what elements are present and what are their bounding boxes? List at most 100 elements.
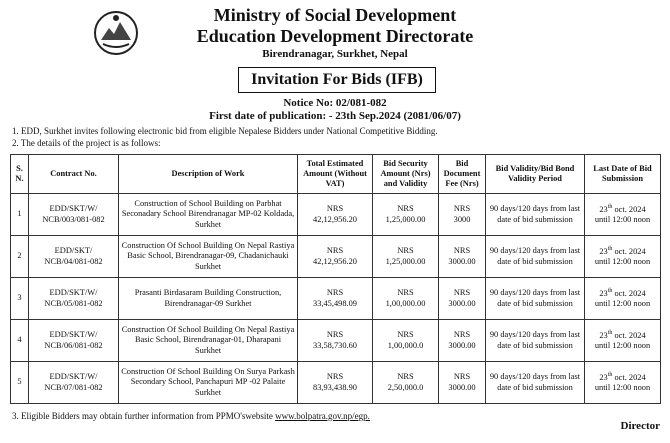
contract-number-line: EDD/SKT/W/ [49,204,98,214]
column-header: Bid Validity/Bid Bond Validity Period [485,154,585,194]
publication-date: First date of publication: - 23th Sep.20… [209,110,461,122]
validity-period: 90 days/120 days from last date of bid s… [485,235,585,278]
signature: Director [620,420,661,432]
deadline-month: oct. 2024 [612,330,646,340]
contract-number-line: EDD/SKT/W/ [49,330,98,340]
deadline-time: until 12:00 noon [594,382,651,392]
deadline-date: 23th oct. 2024 [587,288,658,299]
document-fee-line: NRS [453,288,471,298]
description: Construction Of School Building On Nepal… [118,319,298,362]
document-fee-line: 3000.00 [448,256,476,266]
contract-number: EDD/SKT/W/NCB/06/081-082 [28,319,119,362]
column-header: Bid Document Fee (Nrs) [438,154,486,194]
estimated-amount-line: 33,58,730.60 [313,340,357,350]
document-fee: NRS 3000.00 [438,319,486,362]
serial-number: 5 [10,361,29,404]
column-header: Bid Security Amount (Nrs) and Validity [372,154,439,194]
column-header: S. N. [10,154,29,194]
description: Construction of School Building on Parbh… [118,193,298,236]
estimated-amount-line: NRS [326,246,344,256]
bid-security: NRS 1,25,000.00 [372,193,439,236]
deadline-suffix: th [607,204,613,211]
deadline-suffix: th [607,288,613,295]
validity-period: 90 days/120 days from last date of bid s… [485,319,585,362]
estimated-amount-line: 33,45,498.09 [313,298,357,308]
document-fee-line: 3000 [453,214,471,224]
deadline-day: 23 [599,288,608,298]
bid-security-line: 1,00,000.00 [385,298,426,308]
estimated-amount: NRS 33,45,498.09 [297,277,373,320]
serial-number: 1 [10,193,29,236]
description: Prasanti Birdasaram Building Constructio… [118,277,298,320]
validity-period: 90 days/120 days from last date of bid s… [485,361,585,404]
estimated-amount: NRS 42,12,956.20 [297,235,373,278]
emblem [94,11,138,55]
contract-number-line: NCB/04/081-082 [44,256,103,266]
estimated-amount-line: 83,93,438.90 [313,382,357,392]
deadline-time: until 12:00 noon [594,256,651,266]
deadline-day: 23 [599,246,608,256]
deadline: 23th oct. 2024 until 12:00 noon [584,193,661,236]
estimated-amount-line: NRS [326,204,344,214]
estimated-amount: NRS 33,58,730.60 [297,319,373,362]
table-row: 1 EDD/SKT/W/NCB/003/081-082 Construction o… [10,193,661,236]
deadline: 23th oct. 2024 until 12:00 noon [584,277,661,320]
table-row: 3 EDD/SKT/W/NCB/05/081-082 Prasanti Birdas… [10,277,661,320]
bid-security: NRS 1,00,000.0 [372,319,439,362]
estimated-amount-line: 42,12,956.20 [313,256,357,266]
deadline: 23th oct. 2024 until 12:00 noon [584,361,661,404]
table-body: 1 EDD/SKT/W/NCB/003/081-082 Construction o… [10,193,661,404]
contract-number: EDD/SKT/W/NCB/05/081-082 [28,277,119,320]
deadline: 23th oct. 2024 until 12:00 noon [584,235,661,278]
bid-security-line: 1,25,000.00 [385,214,426,224]
document-fee: NRS 3000 [438,193,486,236]
bid-security: NRS 1,25,000.00 [372,235,439,278]
document-fee-line: NRS [453,372,471,382]
deadline-date: 23th oct. 2024 [587,246,658,257]
estimated-amount-line: NRS [326,288,344,298]
deadline-day: 23 [599,372,608,382]
deadline-month: oct. 2024 [612,246,646,256]
document-fee: NRS 3000.00 [438,235,486,278]
link[interactable]: www.bolpatra.gov.np/egp. [275,411,370,421]
point: 2. The details of the project is as foll… [12,138,161,148]
table-row: 4 EDD/SKT/W/NCB/06/081-082 Construction Of… [10,319,661,362]
bid-table: S. N. Contract No. Description of Work Tota… [10,154,661,404]
validity-period: 90 days/120 days from last date of bid s… [485,277,585,320]
document-fee-line: 3000.00 [448,298,476,308]
serial-number: 2 [10,235,29,278]
document-fee-line: NRS [453,330,471,340]
bid-security-line: 2,50,000.0 [387,382,424,392]
deadline-time: until 12:00 noon [594,340,651,350]
deadline-suffix: th [607,246,613,253]
serial-number: 3 [10,277,29,320]
validity-period: 90 days/120 days from last date of bid s… [485,193,585,236]
contract-number-line: EDD/SKT/W/ [49,372,98,382]
bid-security: NRS 1,00,000.00 [372,277,439,320]
serial-number: 4 [10,319,29,362]
deadline-day: 23 [599,204,608,214]
contract-number-line: EDD/SKT/ [54,246,93,256]
contract-number: EDD/SKT/NCB/04/081-082 [28,235,119,278]
deadline-date: 23th oct. 2024 [587,204,658,215]
column-header: Contract No. [28,154,119,194]
deadline-month: oct. 2024 [612,372,646,382]
contract-number-line: EDD/SKT/W/ [49,288,98,298]
footer-note: 3. Eligible Bidders may obtain further i… [12,411,370,421]
column-header: Total Estimated Amount (Without VAT) [297,154,373,194]
description: Construction Of School Building On Nepal… [118,235,298,278]
deadline: 23th oct. 2024 until 12:00 noon [584,319,661,362]
contract-number-line: NCB/06/081-082 [44,340,103,350]
notice-number: Notice No: 02/081-082 [283,97,387,109]
bid-security-line: NRS [397,372,414,382]
header-row: S. N. Contract No. Description of Work Tota… [10,154,661,194]
deadline-month: oct. 2024 [612,288,646,298]
address: Birendranagar, Surkhet, Nepal [262,48,408,60]
deadline-date: 23th oct. 2024 [587,330,658,341]
estimated-amount: NRS 83,93,438.90 [297,361,373,404]
bid-security-line: 1,00,000.0 [387,340,424,350]
deadline-time: until 12:00 noon [594,298,651,308]
bid-security-line: NRS [397,288,414,298]
bid-security-line: NRS [397,204,414,214]
contract-number: EDD/SKT/W/NCB/003/081-082 [28,193,119,236]
